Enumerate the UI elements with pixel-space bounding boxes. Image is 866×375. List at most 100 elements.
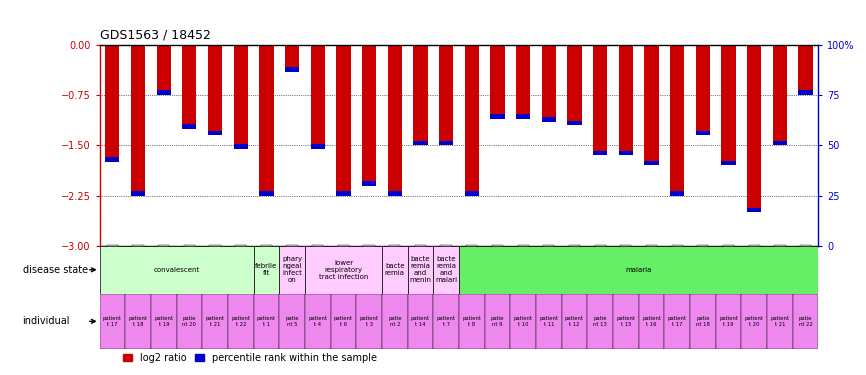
Bar	[767, 294, 792, 349]
Text: patient
t 6: patient t 6	[334, 316, 353, 327]
Bar	[157, 90, 171, 95]
Text: GSM63327: GSM63327	[570, 246, 579, 287]
Bar	[356, 294, 382, 349]
Text: GSM63331: GSM63331	[185, 246, 194, 287]
Text: GSM63317: GSM63317	[698, 246, 708, 287]
Text: GSM63314: GSM63314	[442, 246, 450, 287]
Text: GSM63326: GSM63326	[159, 246, 168, 287]
Text: patient
t 22: patient t 22	[231, 316, 250, 327]
Text: bacte
remia
and
menin: bacte remia and menin	[410, 256, 431, 284]
Bar	[234, 144, 248, 149]
Text: disease state: disease state	[23, 265, 87, 275]
Bar	[536, 294, 562, 349]
Bar	[234, 45, 248, 149]
Text: patient
t 21: patient t 21	[205, 316, 224, 327]
Text: patient
t 10: patient t 10	[514, 316, 533, 327]
Bar	[177, 294, 203, 349]
Bar	[208, 45, 223, 135]
Bar	[772, 45, 787, 146]
Bar	[721, 161, 735, 165]
Bar	[413, 45, 428, 146]
Text: GSM63325: GSM63325	[545, 246, 553, 287]
Text: patie
nt 18: patie nt 18	[696, 316, 710, 327]
Text: patie
nt 22: patie nt 22	[798, 316, 812, 327]
Text: patient
t 14: patient t 14	[411, 316, 430, 327]
Bar	[382, 294, 408, 349]
Bar	[510, 294, 536, 349]
Text: patie
nt 9: patie nt 9	[491, 316, 504, 327]
Bar	[741, 294, 767, 349]
Bar	[279, 294, 305, 349]
Bar	[151, 294, 177, 349]
Bar	[279, 246, 305, 294]
Bar	[459, 246, 818, 294]
Text: malaria: malaria	[625, 267, 652, 273]
Text: GSM63322: GSM63322	[391, 246, 399, 287]
Bar	[100, 294, 126, 349]
Text: febrile
fit: febrile fit	[255, 263, 278, 276]
Bar	[260, 191, 274, 195]
Bar	[183, 124, 197, 129]
Bar	[459, 294, 485, 349]
Bar	[747, 208, 761, 212]
Bar	[413, 141, 428, 146]
Bar	[567, 45, 582, 125]
Bar	[798, 90, 812, 95]
Text: patient
t 19: patient t 19	[154, 316, 173, 327]
Bar	[311, 45, 325, 149]
Text: patient
t 17: patient t 17	[103, 316, 122, 327]
Bar	[311, 144, 325, 149]
Bar	[465, 191, 479, 195]
Text: GSM63330: GSM63330	[673, 246, 682, 287]
Text: patie
nt 2: patie nt 2	[388, 316, 402, 327]
Bar	[619, 45, 633, 155]
Bar	[747, 45, 761, 212]
Bar	[131, 191, 145, 195]
Bar	[285, 67, 299, 72]
Bar	[433, 294, 459, 349]
Bar	[100, 246, 254, 294]
Text: individual: individual	[23, 316, 70, 326]
Text: patient
t 1: patient t 1	[257, 316, 276, 327]
Text: GSM63321: GSM63321	[133, 246, 143, 287]
Bar	[254, 246, 279, 294]
Bar	[542, 117, 556, 122]
Bar	[567, 121, 582, 125]
Bar	[388, 45, 402, 195]
Text: patient
t 20: patient t 20	[745, 316, 764, 327]
Bar	[331, 294, 356, 349]
Text: GSM63329: GSM63329	[288, 246, 297, 287]
Bar	[106, 158, 120, 162]
Text: GSM63319: GSM63319	[493, 246, 502, 287]
Text: patie
nt 20: patie nt 20	[183, 316, 197, 327]
Bar	[408, 246, 433, 294]
Text: GSM63338: GSM63338	[647, 246, 656, 287]
Bar	[798, 45, 812, 95]
Text: GSM63323: GSM63323	[365, 246, 373, 287]
Bar	[638, 294, 664, 349]
Text: bacte
remia
and
malari: bacte remia and malari	[435, 256, 457, 284]
Bar	[593, 45, 607, 155]
Bar	[490, 45, 505, 118]
Bar	[485, 294, 510, 349]
Text: patient
t 8: patient t 8	[462, 316, 481, 327]
Text: convalescent: convalescent	[153, 267, 200, 273]
Bar	[644, 161, 658, 165]
Bar	[106, 45, 120, 162]
Text: bacte
remia: bacte remia	[385, 263, 404, 276]
Text: GSM63316: GSM63316	[262, 246, 271, 287]
Bar	[157, 45, 171, 95]
Bar	[126, 294, 151, 349]
Text: GSM63337: GSM63337	[621, 246, 630, 287]
Bar	[690, 294, 715, 349]
Text: patient
t 15: patient t 15	[617, 316, 636, 327]
Bar	[260, 45, 274, 195]
Bar	[792, 294, 818, 349]
Bar	[772, 141, 787, 146]
Text: patient
t 3: patient t 3	[359, 316, 378, 327]
Bar	[670, 191, 684, 195]
Bar	[228, 294, 254, 349]
Text: patie
nt 5: patie nt 5	[286, 316, 299, 327]
Bar	[695, 45, 710, 135]
Bar	[336, 191, 351, 195]
